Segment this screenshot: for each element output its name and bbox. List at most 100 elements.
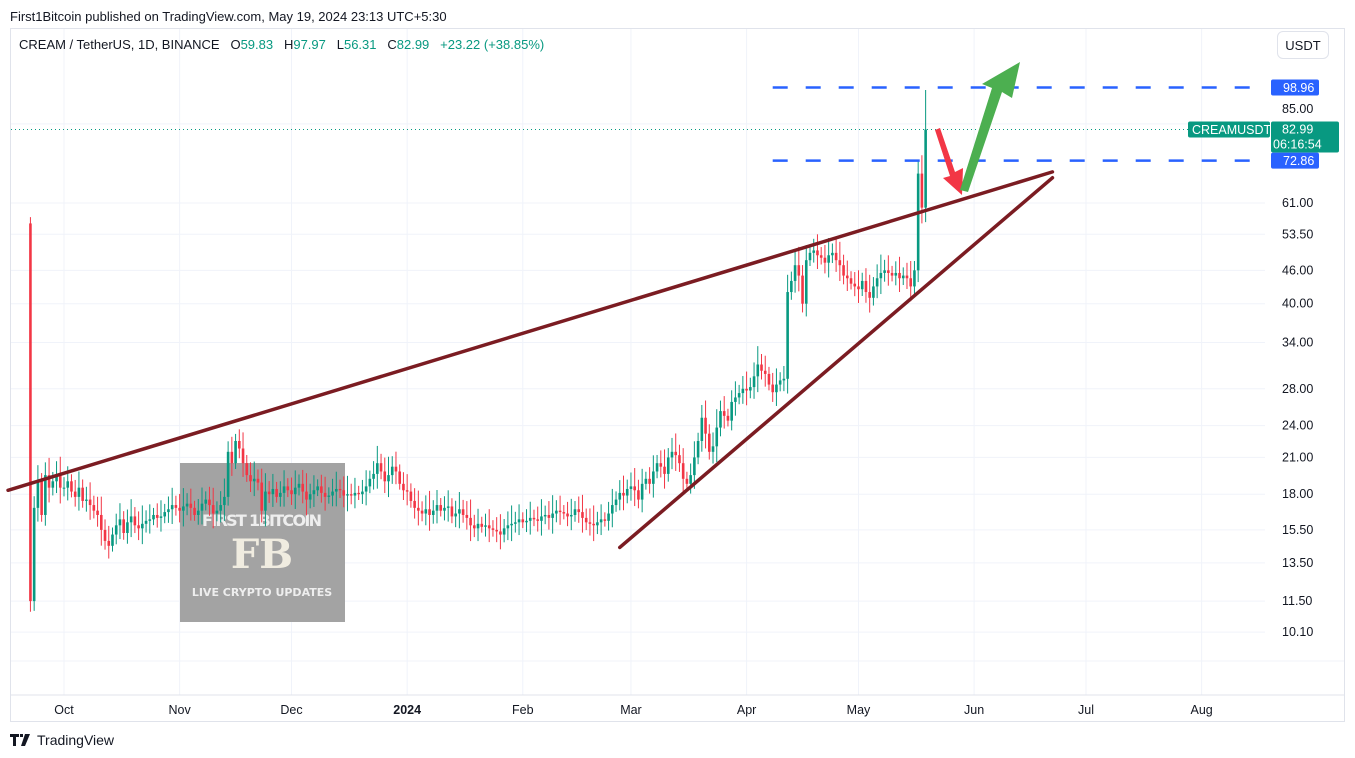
candle-body [905,275,909,279]
candle-body [100,514,103,530]
candle-body [834,252,838,261]
level-price-label-bg [1271,152,1319,169]
candle-body [249,475,252,482]
candle-body [92,505,96,511]
price-axis-tick: 28.00 [1282,382,1313,396]
candle-body [454,513,457,517]
candle-body [499,531,502,535]
candle-body [338,488,342,491]
candle-body [364,486,368,492]
candle-body [786,292,789,379]
candle-body [297,483,301,488]
candle-body [596,522,599,526]
candle-body [398,471,401,484]
candle-body [752,376,756,388]
candle-body [215,510,219,514]
candle-body [495,529,498,532]
candle-body [887,270,890,273]
candle-body [640,483,644,500]
time-axis-tick: Mar [620,703,642,717]
grid [11,29,1344,695]
candle-body [868,292,871,298]
candle-body [525,520,528,523]
change-value: +23.22 (+38.85%) [440,37,545,52]
time-axis-tick: 2024 [393,703,421,717]
candle-body [185,503,189,507]
candle-body [383,471,387,482]
candle-body [36,481,40,508]
candle-body [420,510,424,514]
candle-body [137,525,140,529]
arrow-up-icon [960,62,1020,192]
candle-body [290,490,293,495]
candle-body [405,490,409,492]
candle-body [846,275,849,279]
candle-body [644,478,648,484]
axes: 61.00 53.50 46.00 40.00 34.00 28.00 24.00 21.00… [11,79,1344,717]
candle-body [32,507,36,602]
candle-body [293,487,297,495]
footer-brand[interactable]: TradingView [10,732,114,748]
candle-body [402,483,405,491]
candle-body [238,440,241,449]
level-price-label: 72.86 [1283,154,1314,168]
candle-body [700,417,704,441]
candle-body [551,513,554,518]
candle-body [141,523,144,529]
candle-body [719,411,722,428]
candle-body [924,129,927,208]
candle-body [55,475,58,482]
publication-info: First1Bitcoin published on TradingView.c… [10,9,447,24]
candle-body [666,457,670,474]
symbol-label: CREAMUSDT [1192,123,1272,137]
candle-body [361,491,364,495]
candle-body [47,475,51,488]
candle-body [622,492,625,496]
candle-body [316,486,319,491]
price-axis-tick: 21.00 [1282,450,1313,464]
open-label: O [230,37,241,52]
candle-body [312,490,316,495]
candle-body [804,260,808,304]
candle-body [715,427,719,447]
candle-body [842,265,845,276]
tradingview-logo-icon [10,734,30,746]
close-label: C [387,37,397,52]
low-label: L [336,37,344,52]
level-price-label: 98.96 [1283,81,1314,95]
candle-body [652,471,655,484]
candle-body [193,507,196,515]
candle-body [771,384,774,393]
candle-body [901,275,905,279]
countdown-label: 06:16:54 [1273,138,1322,152]
watermark-monogram: FB [231,531,293,578]
candle-body [103,529,107,541]
chart-pane[interactable] [10,28,1345,722]
candle-body [58,475,62,488]
currency-button[interactable]: USDT [1277,31,1329,59]
candle-body [793,265,797,281]
candle-body [737,393,741,398]
candle-body [473,525,476,529]
candle-body [376,463,379,474]
candle-body [603,519,607,521]
candle-body [540,516,543,521]
candle-body [357,492,360,495]
candle-body [558,510,562,513]
candle-body [566,513,569,517]
price-axis-tick: 61.00 [1282,196,1313,210]
candle-body [562,512,566,514]
candle-body [659,463,663,467]
candle-body [860,280,864,290]
candle-body [260,482,263,511]
price-axis-tick: 53.50 [1282,227,1313,241]
symbol-name: CREAM / TetherUS, 1D, BINANCE [19,37,220,52]
candle-body [778,380,782,385]
candle-body [797,265,801,276]
candle-body [379,463,383,472]
candle-body [853,283,857,287]
candle-body [461,509,465,515]
candle-body [543,514,547,517]
candle-body [823,257,827,263]
